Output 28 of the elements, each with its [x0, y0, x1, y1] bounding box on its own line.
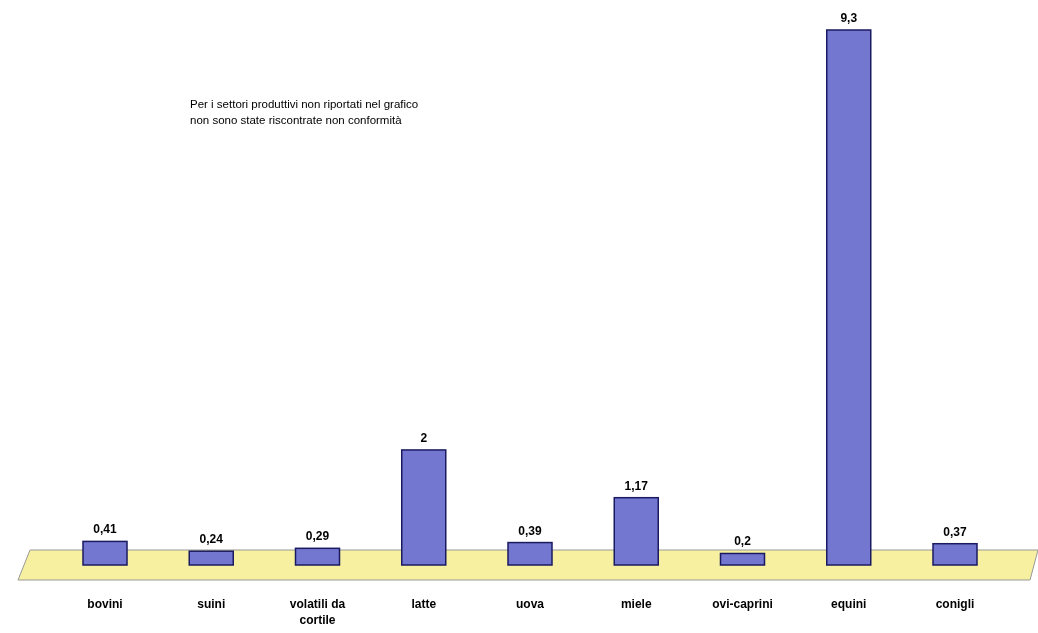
x-tick-label: suini — [197, 597, 226, 611]
data-label: 1,17 — [624, 478, 649, 493]
data-label: 0,24 — [199, 532, 224, 547]
bar — [932, 542, 978, 566]
x-tick-label: ovi-caprini — [712, 597, 773, 611]
data-label: 0,29 — [305, 529, 330, 544]
x-tick-label: uova — [515, 597, 545, 611]
data-label: 0,37 — [943, 524, 967, 539]
data-label: 9,3 — [840, 11, 858, 25]
annotation: Per i settori produttivi non riportati nel grafico non sono state riscontrate non conformità — [190, 98, 419, 126]
data-label: 0,2 — [734, 534, 752, 549]
data-label: 0,41 — [93, 522, 117, 537]
data-label: 2 — [420, 430, 428, 445]
x-tick-label: miele — [620, 597, 652, 611]
bar — [507, 541, 553, 566]
bar — [613, 496, 659, 566]
x-tick-label: equini — [831, 597, 867, 611]
bar — [719, 552, 766, 566]
x-tick-label: volatili da cortile — [289, 597, 346, 627]
bar — [826, 29, 872, 566]
data-label: 0,39 — [518, 523, 542, 538]
x-tick-label: latte — [411, 597, 437, 611]
bar — [188, 550, 234, 566]
x-tick-label: bovini — [87, 597, 123, 611]
bar — [82, 540, 128, 566]
bar — [401, 449, 447, 566]
x-tick-label: conigli — [935, 597, 975, 611]
bar — [294, 547, 341, 566]
